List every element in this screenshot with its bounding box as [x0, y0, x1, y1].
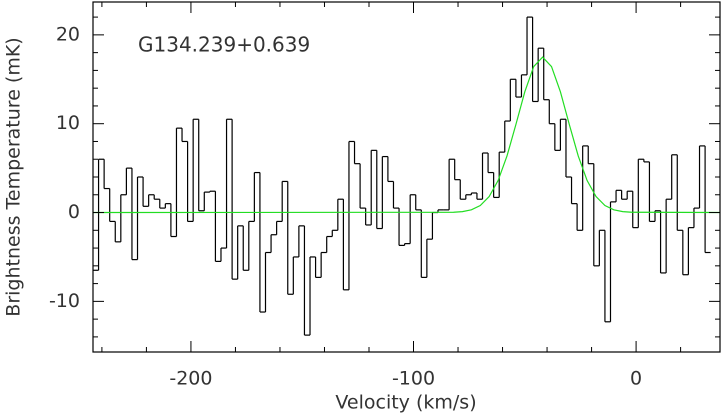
- y-tick-label: 10: [56, 112, 80, 134]
- y-axis-label: Brightness Temperature (mK): [3, 37, 25, 316]
- x-axis-label: Velocity (km/s): [335, 392, 476, 414]
- x-tick-label: -200: [169, 368, 212, 390]
- y-tick-label: -10: [49, 290, 80, 312]
- annotation: G134.239+0.639: [138, 33, 310, 57]
- x-tick-label: -100: [392, 368, 435, 390]
- x-tick-label: 0: [630, 368, 642, 390]
- y-tick-label: 20: [56, 23, 80, 45]
- fit-curve: [93, 56, 720, 214]
- y-tick-label: 0: [68, 201, 80, 223]
- plot-area: [93, 16, 720, 336]
